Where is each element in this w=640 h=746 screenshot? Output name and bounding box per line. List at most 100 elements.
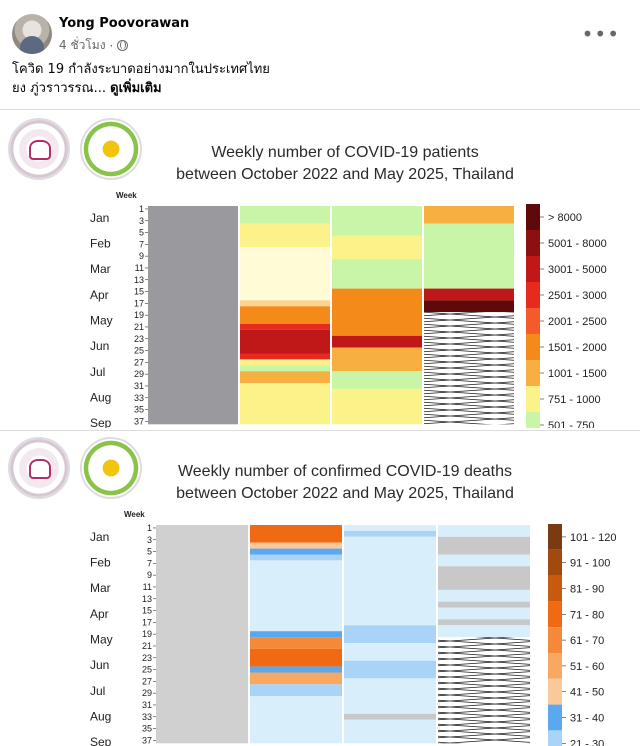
heatmap-cell — [332, 388, 422, 425]
week-tick-label: 19 — [134, 310, 144, 320]
legend-swatch — [548, 653, 562, 679]
heatmap-cell — [250, 648, 342, 667]
heatmap-cell — [332, 288, 422, 336]
university-seal-icon — [80, 437, 142, 499]
university-seal-icon — [80, 118, 142, 180]
chart-image-deaths[interactable]: Weekly number of confirmed COVID-19 deat… — [0, 430, 640, 746]
legend-swatch — [526, 360, 540, 386]
heatmap-cell — [250, 542, 342, 549]
post-meta: 4 ชั่วโมง · — [59, 36, 129, 55]
heatmap-cell — [424, 288, 514, 301]
week-tick-label: 23 — [142, 653, 152, 663]
heatmap-cell — [250, 548, 342, 555]
heatmap-cell — [438, 625, 530, 638]
legend-label: 1501 - 2000 — [548, 342, 607, 354]
heatmap-cell — [250, 696, 342, 744]
heatmap-cell — [424, 300, 514, 313]
legend-swatch — [526, 308, 540, 334]
week-tick-label: 35 — [134, 405, 144, 415]
legend-swatch — [548, 704, 562, 731]
month-label: Jun — [90, 339, 109, 353]
heatmap-cell — [240, 306, 330, 324]
globe-icon[interactable] — [117, 40, 129, 51]
legend-label: 5001 - 8000 — [548, 238, 607, 250]
heatmap-cell — [250, 637, 342, 649]
legend-label: 2001 - 2500 — [548, 316, 607, 328]
week-tick-label: 1 — [139, 204, 144, 214]
post-text: โควิด 19 กำลังระบาดอย่างมากในประเทศไทย ย… — [12, 60, 612, 98]
legend-label: 501 - 750 — [548, 420, 594, 428]
month-label: Apr — [90, 607, 109, 621]
week-tick-label: 5 — [139, 228, 144, 238]
post-text-ellipsis: ... — [93, 81, 106, 96]
week-tick-label: 5 — [147, 547, 152, 557]
separator-dot: · — [109, 38, 114, 53]
month-label: May — [90, 313, 113, 327]
week-tick-label: 3 — [139, 216, 144, 226]
week-tick-label: 15 — [134, 287, 144, 297]
month-label: Jul — [90, 365, 105, 379]
week-tick-label: 35 — [142, 724, 152, 734]
heatmap-cell — [424, 223, 514, 289]
month-label: Sep — [90, 416, 112, 428]
legend-label: 71 - 80 — [570, 609, 604, 621]
heatmap-cell — [438, 619, 530, 626]
heatmap-cell — [240, 206, 330, 224]
week-tick-label: 7 — [139, 239, 144, 249]
legend-label: 81 - 90 — [570, 584, 604, 596]
chart1-title: Weekly number of COVID-19 patients betwe… — [25, 142, 640, 186]
more-options-icon[interactable]: ••• — [581, 22, 620, 46]
week-tick-label: 9 — [147, 570, 152, 580]
week-tick-label: 17 — [134, 298, 144, 308]
chart2-title: Weekly number of confirmed COVID-19 deat… — [25, 461, 640, 505]
post-text-line1: โควิด 19 กำลังระบาดอย่างมากในประเทศไทย — [12, 62, 270, 77]
week-tick-label: 21 — [134, 322, 144, 332]
week-tick-label: 21 — [142, 641, 152, 651]
heatmap-cell — [240, 329, 330, 354]
month-label: Jul — [90, 684, 105, 698]
legend-swatch — [548, 549, 562, 576]
month-label: Feb — [90, 236, 111, 250]
week-tick-label: 33 — [134, 393, 144, 403]
heatmap-cell — [240, 353, 330, 360]
legend-label: 61 - 70 — [570, 635, 604, 647]
week-tick-label: 37 — [134, 416, 144, 426]
week-tick-label: 29 — [134, 369, 144, 379]
legend-label: 91 - 100 — [570, 558, 610, 570]
heatmap-cell — [344, 625, 436, 643]
heatmap-cell — [240, 383, 330, 425]
heatmap-cell — [332, 206, 422, 236]
heatmap-cell — [438, 525, 530, 537]
heatmap-cell — [344, 643, 436, 661]
heatmap-cell — [344, 525, 436, 531]
post-header: Yong Poovorawan 4 ชั่วโมง · ••• — [12, 12, 628, 56]
week-tick-label: 19 — [142, 629, 152, 639]
heatmap-cell — [332, 335, 422, 348]
week-tick-label: 3 — [147, 535, 152, 545]
heatmap-cell — [438, 637, 530, 744]
author-name[interactable]: Yong Poovorawan — [59, 16, 190, 31]
legend-label: 1001 - 1500 — [548, 368, 607, 380]
post-text-signature: ยง ภู่วราวรรณ — [12, 81, 94, 96]
post-time[interactable]: 4 ชั่วโมง — [59, 38, 106, 52]
heatmap-cell — [424, 206, 514, 224]
legend-swatch — [526, 230, 540, 256]
week-tick-label: 37 — [142, 735, 152, 745]
week-tick-label: 31 — [134, 381, 144, 391]
heatmap-cell — [438, 601, 530, 608]
week-tick-label: 27 — [142, 676, 152, 686]
avatar[interactable] — [12, 14, 52, 54]
chart-image-patients[interactable]: Weekly number of COVID-19 patients betwe… — [0, 109, 640, 428]
see-more-link[interactable]: ดูเพิ่มเติม — [110, 81, 162, 96]
legend-swatch — [548, 524, 562, 550]
week-tick-label: 7 — [147, 558, 152, 568]
heatmap-cell — [156, 525, 248, 744]
heatmap-cell — [250, 672, 342, 685]
legend-label: > 8000 — [548, 212, 582, 224]
heatmap-cell — [344, 660, 436, 679]
legend-swatch — [548, 627, 562, 653]
week-tick-label: 23 — [134, 334, 144, 344]
heatmap-cell — [240, 365, 330, 372]
month-label: Feb — [90, 555, 111, 569]
